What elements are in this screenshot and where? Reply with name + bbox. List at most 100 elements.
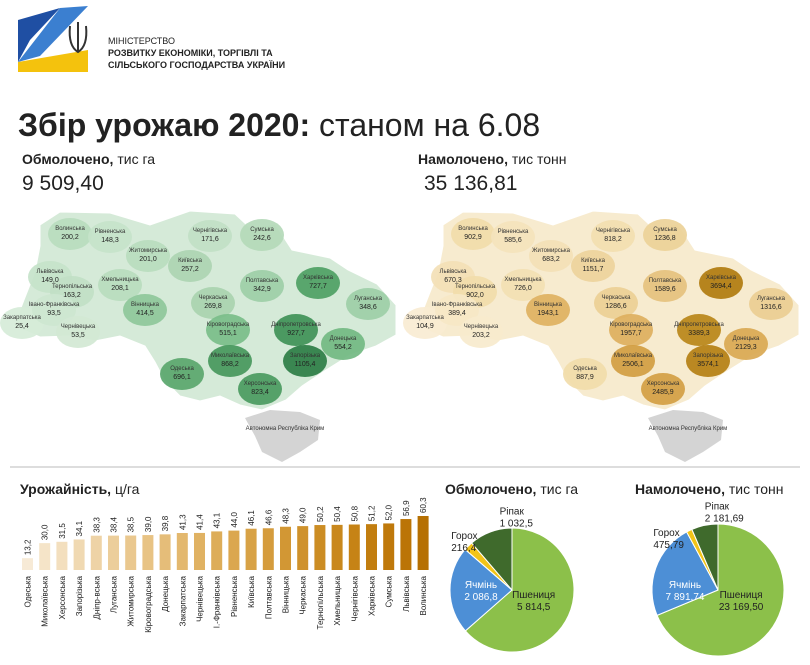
crimea-area xyxy=(245,410,320,462)
pie-title-main: Обмолочено, xyxy=(445,481,536,497)
bar xyxy=(211,531,223,570)
region-area xyxy=(526,294,570,326)
region-value: 171,6 xyxy=(201,236,219,243)
bar-value-label: 44,0 xyxy=(230,511,239,527)
region-area xyxy=(283,345,327,377)
region-area xyxy=(274,314,318,346)
bar-category-label: Харківська xyxy=(368,575,377,616)
region-name: Хмельницька xyxy=(504,277,542,283)
region-area xyxy=(749,288,793,320)
region-name: Київська xyxy=(581,258,606,264)
bar xyxy=(280,526,291,570)
bar-value-label: 51,2 xyxy=(368,505,377,521)
region-name: Миколаївська xyxy=(211,353,250,359)
region-name: Чернігівська xyxy=(596,228,631,234)
bar-value-label: 41,4 xyxy=(196,514,205,530)
region-area xyxy=(208,345,252,377)
pie-category-label: Ячмінь xyxy=(465,580,497,591)
pie-title: Намолочено, тис тонн xyxy=(635,481,784,497)
region-name: Харківська xyxy=(303,275,334,281)
region-value: 726,0 xyxy=(514,285,532,292)
stat-unit: тис тонн xyxy=(512,151,567,167)
stat-label: Обмолочено, тис га xyxy=(22,151,155,167)
stat-name: Намолочено, xyxy=(418,151,508,167)
region-name: Рівненська xyxy=(498,229,529,235)
bar xyxy=(245,528,257,570)
region-area xyxy=(126,240,170,272)
bar xyxy=(331,524,343,570)
bar-category-label: Донецька xyxy=(161,575,170,611)
region-name: Житомирська xyxy=(129,248,168,254)
region-area xyxy=(529,240,573,272)
bar-value-label: 50,2 xyxy=(316,506,325,522)
bar-category-label: Запорізька xyxy=(75,575,84,616)
title-date: станом на 6.08 xyxy=(319,107,540,143)
region-area xyxy=(240,219,284,251)
region-value: 200,2 xyxy=(61,234,79,241)
region-name: Запорізька xyxy=(693,353,724,359)
region-name: Київська xyxy=(178,258,203,264)
region-value: 342,9 xyxy=(253,286,271,293)
region-value: 201,0 xyxy=(139,256,157,263)
bar-category-label: І.-Франківська xyxy=(213,575,222,628)
bar xyxy=(125,535,137,570)
charts: 13,2 Одеська 30,0 Миколаївська 31,5 Херсонськ… xyxy=(22,497,785,657)
title-main: Збір урожаю 2020: xyxy=(18,107,310,143)
bar-value-label: 52,0 xyxy=(385,504,394,520)
pie-category-label: Ріпак xyxy=(705,501,730,512)
region-value: 2129,3 xyxy=(735,344,757,351)
region-name: Полтавська xyxy=(246,278,279,284)
region-value: 868,2 xyxy=(221,361,239,368)
region-value: 3574,1 xyxy=(697,361,719,368)
bar xyxy=(73,539,85,570)
region-value: 1316,6 xyxy=(760,304,782,311)
bar-value-label: 60,3 xyxy=(419,497,428,513)
region-value: 1957,7 xyxy=(620,330,642,337)
bar xyxy=(228,530,240,570)
pie-slice xyxy=(464,527,575,653)
region-area xyxy=(435,294,479,326)
bar-category-label: Миколаївська xyxy=(41,575,50,626)
bar xyxy=(22,558,33,570)
bar xyxy=(348,524,360,570)
bar-category-label: Київська xyxy=(247,575,256,607)
region-name: Кіровоградська xyxy=(207,322,250,328)
region-value: 887,9 xyxy=(576,374,594,381)
region-value: 554,2 xyxy=(334,344,352,351)
region-value: 2506,1 xyxy=(622,361,644,368)
pie-title-main: Намолочено, xyxy=(635,481,725,497)
title: Збір урожаю 2020: станом на 6.08 xyxy=(18,107,540,143)
bar-value-label: 46,1 xyxy=(247,510,256,526)
region-name: Рівненська xyxy=(95,229,126,235)
pie-unit: тис га xyxy=(540,481,578,497)
ministry-line: СІЛЬСЬКОГО ГОСПОДАРСТВА УКРАЇНИ xyxy=(108,60,285,70)
bar xyxy=(176,533,188,570)
bar xyxy=(39,543,51,570)
stat-unit: тис га xyxy=(117,151,155,167)
bar xyxy=(262,528,274,570)
region-area xyxy=(724,328,768,360)
region-name: Сумська xyxy=(250,227,274,233)
map-harvested: Автономна Республіка Крим Волинська 902,9 Р… xyxy=(403,210,800,462)
region-name: Кіровоградська xyxy=(610,322,653,328)
region-value: 1943,1 xyxy=(537,310,559,317)
region-area xyxy=(451,218,495,250)
region-area xyxy=(641,373,685,405)
region-value: 348,6 xyxy=(359,304,377,311)
stat-label: Намолочено, тис тонн xyxy=(418,151,567,167)
bar-value-label: 13,2 xyxy=(24,539,33,555)
region-name: Черкаська xyxy=(602,295,632,301)
region-name: Чернівецька xyxy=(464,324,499,330)
region-area xyxy=(296,267,340,299)
region-value: 208,1 xyxy=(111,285,129,292)
region-value: 148,3 xyxy=(101,237,119,244)
region-name: Івано-Франківська xyxy=(432,302,483,308)
pie-value-label: 7 891,74 xyxy=(666,592,705,603)
region-name: Тернопільська xyxy=(52,284,93,290)
pie-value-label: 216,4 xyxy=(451,543,476,554)
crimea-label: Автономна Республіка Крим xyxy=(246,426,325,432)
pie-value-label: 475,79 xyxy=(653,540,684,551)
pie-category-label: Ячмінь xyxy=(669,580,701,591)
bar xyxy=(383,523,395,570)
